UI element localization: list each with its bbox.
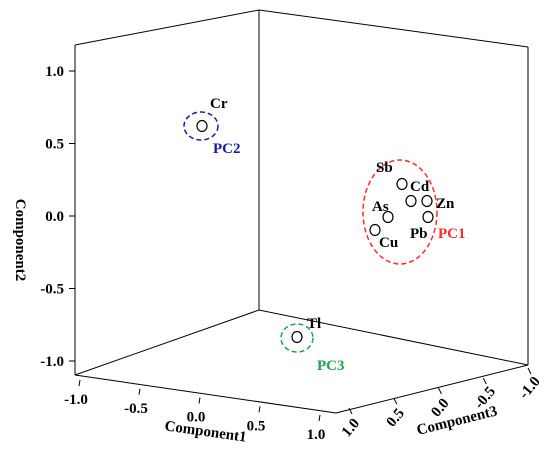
group-ring-pc1 [362, 159, 438, 265]
point-label-cr: Cr [210, 96, 228, 112]
point-cu [369, 223, 381, 237]
z-tick-mark [393, 397, 398, 405]
point-sb [396, 177, 408, 191]
y-tick-label: -1.0 [40, 354, 64, 370]
component3-axis-label: Component3 [415, 403, 499, 438]
component1-axis-line [74, 374, 337, 414]
z-tick-mark [438, 387, 442, 395]
y-tick-label: 0.0 [45, 209, 64, 225]
back-top-edges [74, 9, 529, 48]
x-tick-mark [318, 414, 321, 422]
group-label-pc2: PC2 [213, 141, 241, 157]
point-label-cu: Cu [379, 235, 398, 251]
x-tick-mark [198, 397, 201, 404]
y-tick-label: -0.5 [40, 282, 64, 298]
z-tick-mark [482, 377, 487, 385]
group-ring-pc2 [183, 111, 219, 141]
point-cr [196, 119, 208, 133]
x-tick-label: -1.0 [64, 392, 88, 408]
y-tick-label: 0.5 [45, 137, 64, 153]
group-rings: PC1 PC2 PC3 [183, 111, 466, 374]
point-label-zn: Zn [436, 196, 455, 212]
z-tick-mark [527, 367, 532, 375]
point-label-pb: Pb [410, 226, 428, 242]
y-tick-label: 1.0 [45, 64, 64, 80]
point-label-cd: Cd [410, 179, 430, 195]
group-label-pc3: PC3 [317, 358, 345, 374]
back-bottom-edges [74, 309, 529, 376]
component3-axis-line [335, 364, 529, 414]
component1-axis: -1.0 -0.5 0.0 0.5 1.0 [64, 379, 326, 443]
z-tick-label: -1.0 [516, 374, 544, 402]
x-tick-label: 1.0 [307, 427, 326, 443]
component2-axis-label: Component2 [12, 199, 28, 282]
x-tick-label: 0.0 [187, 410, 206, 426]
z-tick-label: 1.0 [339, 416, 363, 441]
data-points: Cr Sb Cd Zn As Pb Cu Tl [196, 96, 455, 344]
point-as [382, 210, 394, 224]
point-pb [422, 210, 434, 224]
group-ring-pc3 [280, 323, 314, 353]
group-label-pc1: PC1 [438, 226, 466, 242]
cube-frame [74, 9, 529, 414]
component2-axis: -1.0 -0.5 0.0 0.5 1.0 [40, 64, 75, 370]
point-tl [291, 330, 303, 344]
point-zn [421, 194, 433, 208]
x-tick-mark [258, 406, 261, 413]
component1-axis-label: Component1 [164, 418, 248, 445]
z-tick-mark [348, 407, 353, 415]
point-label-sb: Sb [376, 160, 393, 176]
z-tick-label: 0.5 [384, 406, 408, 431]
x-tick-mark [78, 379, 81, 387]
x-tick-label: 0.5 [247, 418, 266, 434]
x-tick-label: -0.5 [124, 401, 148, 417]
point-label-tl: Tl [307, 316, 321, 332]
x-tick-mark [138, 388, 141, 395]
point-label-as: As [372, 199, 389, 215]
point-cd [405, 194, 417, 208]
